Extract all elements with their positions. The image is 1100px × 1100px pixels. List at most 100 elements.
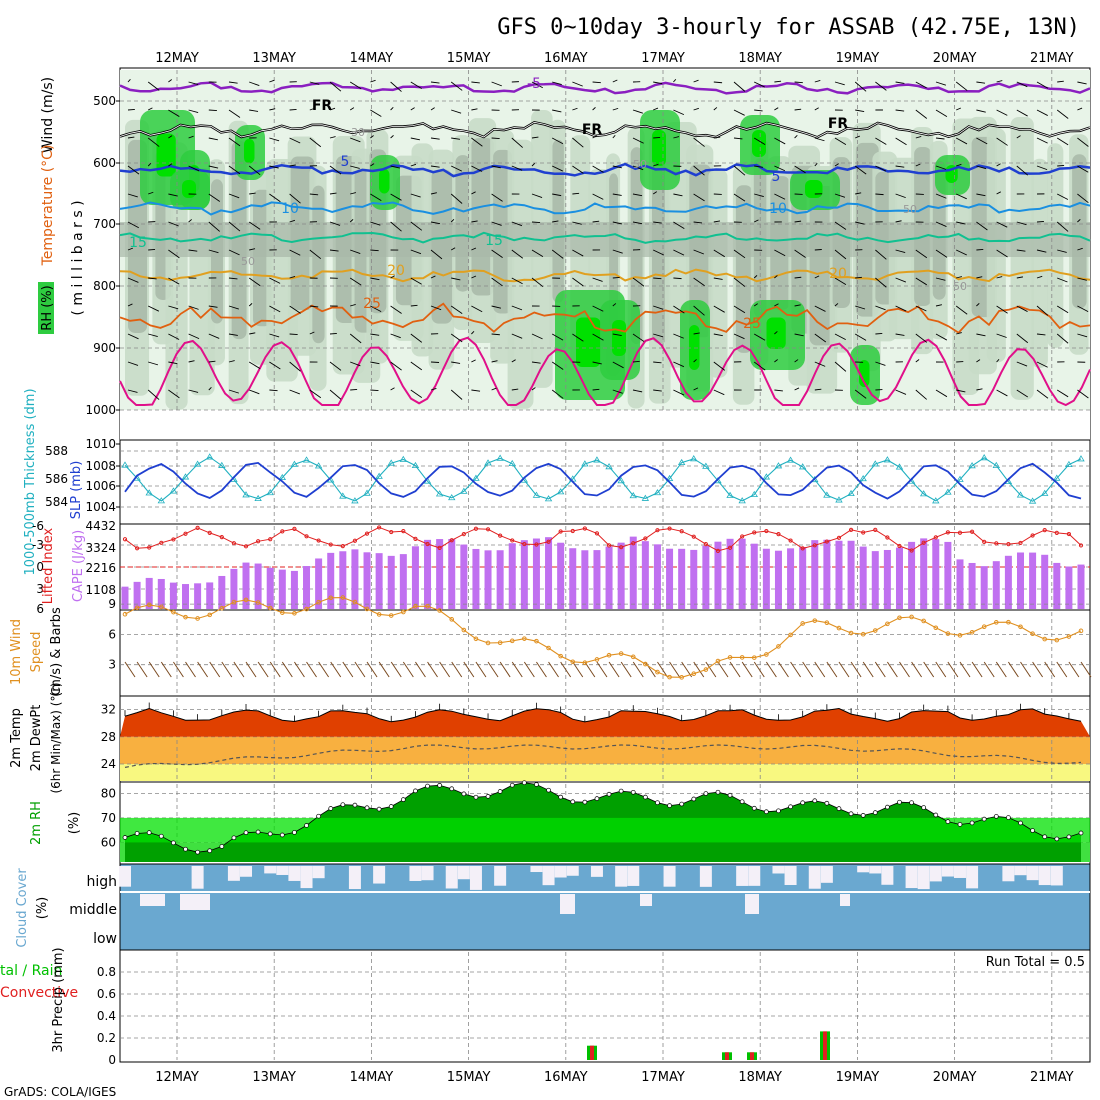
rh2m-point — [546, 787, 551, 793]
wind-barb — [875, 81, 887, 91]
wind-barb — [834, 163, 839, 167]
wind-barb — [673, 277, 682, 280]
wind-barb — [430, 387, 437, 391]
rh2m-point — [255, 829, 261, 835]
wind10-barb — [814, 661, 826, 678]
cloud-gap-high — [119, 866, 131, 887]
cape-tick-label: 2216 — [85, 561, 116, 575]
wind-barb — [653, 333, 664, 338]
wind10-barb — [995, 661, 1007, 678]
rh-shading — [120, 70, 1090, 440]
wind-barb — [956, 193, 967, 200]
wind-barb — [329, 249, 339, 252]
wind-barb — [935, 277, 946, 281]
wind-barb — [814, 361, 826, 367]
precip-grid — [120, 952, 1090, 1060]
wind-barb — [430, 192, 437, 195]
contour-label: 50 — [241, 255, 255, 268]
wind-barb — [653, 221, 662, 224]
wind-barb — [127, 277, 139, 283]
y-tick-label: 1010 — [85, 437, 116, 451]
wind-barb — [653, 163, 659, 167]
cape-bar — [411, 546, 419, 609]
wind10-barb — [753, 661, 765, 678]
wind-barb — [531, 361, 541, 364]
wind-barb — [390, 135, 394, 139]
dewpoint-series — [124, 744, 1082, 768]
contour-label: -5 — [527, 76, 541, 92]
wind-barb — [147, 389, 160, 400]
cape-tick-label: 4432 — [85, 519, 116, 533]
wind10-barb — [451, 661, 463, 678]
wind-barb — [269, 165, 279, 169]
cape-bar — [496, 550, 504, 609]
slp-axis: 1010 1008 1006 1004 588 586 584 — [45, 437, 120, 514]
wind10-barb — [1044, 661, 1056, 678]
wind-barb — [733, 249, 746, 259]
rh2m-point — [558, 794, 563, 800]
wind-barb — [249, 332, 256, 335]
wind-barb — [1056, 305, 1069, 314]
cape-bar — [774, 550, 782, 609]
wind-barb — [168, 109, 180, 117]
bottom-date-label: 17MAY — [641, 1070, 685, 1085]
slp-grid — [120, 442, 1090, 522]
cloud-gap-middle — [840, 894, 850, 906]
wind-barb — [208, 193, 221, 202]
lifted-index-series — [122, 525, 1084, 553]
rh2m-point — [340, 802, 346, 808]
cape-bar — [690, 549, 698, 609]
wind-barb — [976, 303, 980, 307]
li-point — [740, 534, 745, 539]
y-tick-label: 1006 — [85, 479, 116, 493]
cloud-gap-high — [494, 866, 507, 886]
wind-barb — [632, 221, 643, 225]
wind-barb — [976, 81, 986, 84]
wind-barb — [996, 305, 1008, 314]
isotherm-line — [119, 162, 1091, 178]
thickness-point — [1040, 489, 1049, 496]
wind-barb — [915, 109, 928, 119]
wind10-barb — [487, 661, 499, 678]
thickness-point — [206, 453, 214, 460]
cloud-gap-high — [566, 866, 579, 876]
wind-barb — [188, 81, 199, 86]
chart-title: GFS 0~10day 3-hourly for ASSAB (42.75E, … — [497, 15, 1080, 40]
li-point — [897, 543, 902, 549]
li-point — [933, 535, 938, 540]
wind-barb — [491, 305, 502, 309]
cape-bar — [932, 539, 940, 609]
cape-bar — [1016, 552, 1024, 609]
wind-barb — [753, 219, 759, 223]
wind-barb — [228, 360, 235, 363]
wind-barb — [935, 389, 948, 398]
wind10-barb — [427, 661, 438, 678]
wind-barb — [572, 192, 580, 195]
rh-band-dark — [120, 222, 1090, 257]
wind-barb — [834, 193, 846, 198]
wind-barb — [693, 387, 699, 391]
wind-barb — [753, 137, 766, 145]
wind-barb — [814, 137, 825, 142]
y-tick-label: 60 — [101, 835, 116, 849]
wind-barb — [1036, 389, 1049, 399]
bottom-date-label: 21MAY — [1030, 1070, 1074, 1085]
wind-barb — [733, 109, 745, 116]
footer-credit: GrADS: COLA/IGES — [4, 1085, 116, 1099]
cape-tick-label: 1108 — [85, 583, 116, 597]
wind-barb — [572, 165, 584, 174]
wind-barb — [996, 163, 1001, 167]
wind-barb — [450, 81, 463, 91]
wind10-point — [872, 628, 878, 633]
rh2m-point — [751, 805, 757, 811]
wind10-point — [352, 599, 358, 605]
cape-bar — [823, 539, 831, 609]
wind-barb — [491, 221, 502, 226]
wind10-barb — [620, 661, 632, 678]
thickness-point — [762, 473, 771, 480]
thickness-point — [532, 491, 541, 498]
wind-barb — [350, 304, 356, 307]
ylabel-rh2m-b: (%) — [67, 812, 82, 835]
wind-barb — [188, 305, 199, 310]
wind-barb — [147, 81, 160, 91]
